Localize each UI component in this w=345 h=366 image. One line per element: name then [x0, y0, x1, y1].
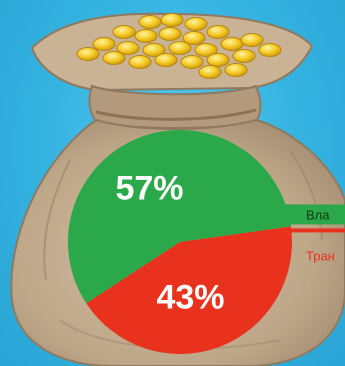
coin — [240, 33, 264, 47]
coin — [224, 63, 248, 77]
coin — [76, 47, 100, 61]
pie — [68, 130, 293, 355]
slice-value-label-0: 57% — [115, 169, 183, 207]
sack-fold-left — [43, 159, 71, 281]
coin — [220, 37, 244, 51]
coin — [168, 41, 192, 55]
coin — [194, 43, 218, 57]
coins-group — [76, 13, 282, 79]
pie-slice-1 — [86, 226, 293, 355]
coin — [116, 41, 140, 55]
coin — [232, 49, 256, 63]
coin — [138, 15, 162, 29]
coin — [128, 55, 152, 69]
pie-labels: 57% 43% — [115, 169, 224, 316]
coin — [102, 51, 126, 65]
legend-label-0: Вла — [306, 207, 330, 222]
coin — [198, 65, 222, 79]
coin — [142, 43, 166, 57]
coin — [134, 29, 158, 43]
pie-slice-0 — [68, 130, 291, 304]
coin — [184, 17, 208, 31]
coin — [158, 27, 182, 41]
legend-band-0 — [280, 204, 345, 225]
coin — [180, 55, 204, 69]
coin — [206, 25, 230, 39]
coin — [112, 25, 136, 39]
legend-band-1 — [280, 228, 345, 233]
legend: Вла Тран — [280, 204, 345, 263]
coin — [206, 53, 230, 67]
coin — [154, 53, 178, 67]
coin — [92, 37, 116, 51]
slice-value-label-1: 43% — [156, 279, 224, 317]
sack-neck — [88, 84, 262, 129]
sack-rope — [95, 108, 257, 121]
legend-label-1: Тран — [306, 248, 335, 263]
coin — [258, 43, 282, 57]
coin — [182, 31, 206, 45]
coin — [160, 13, 184, 27]
